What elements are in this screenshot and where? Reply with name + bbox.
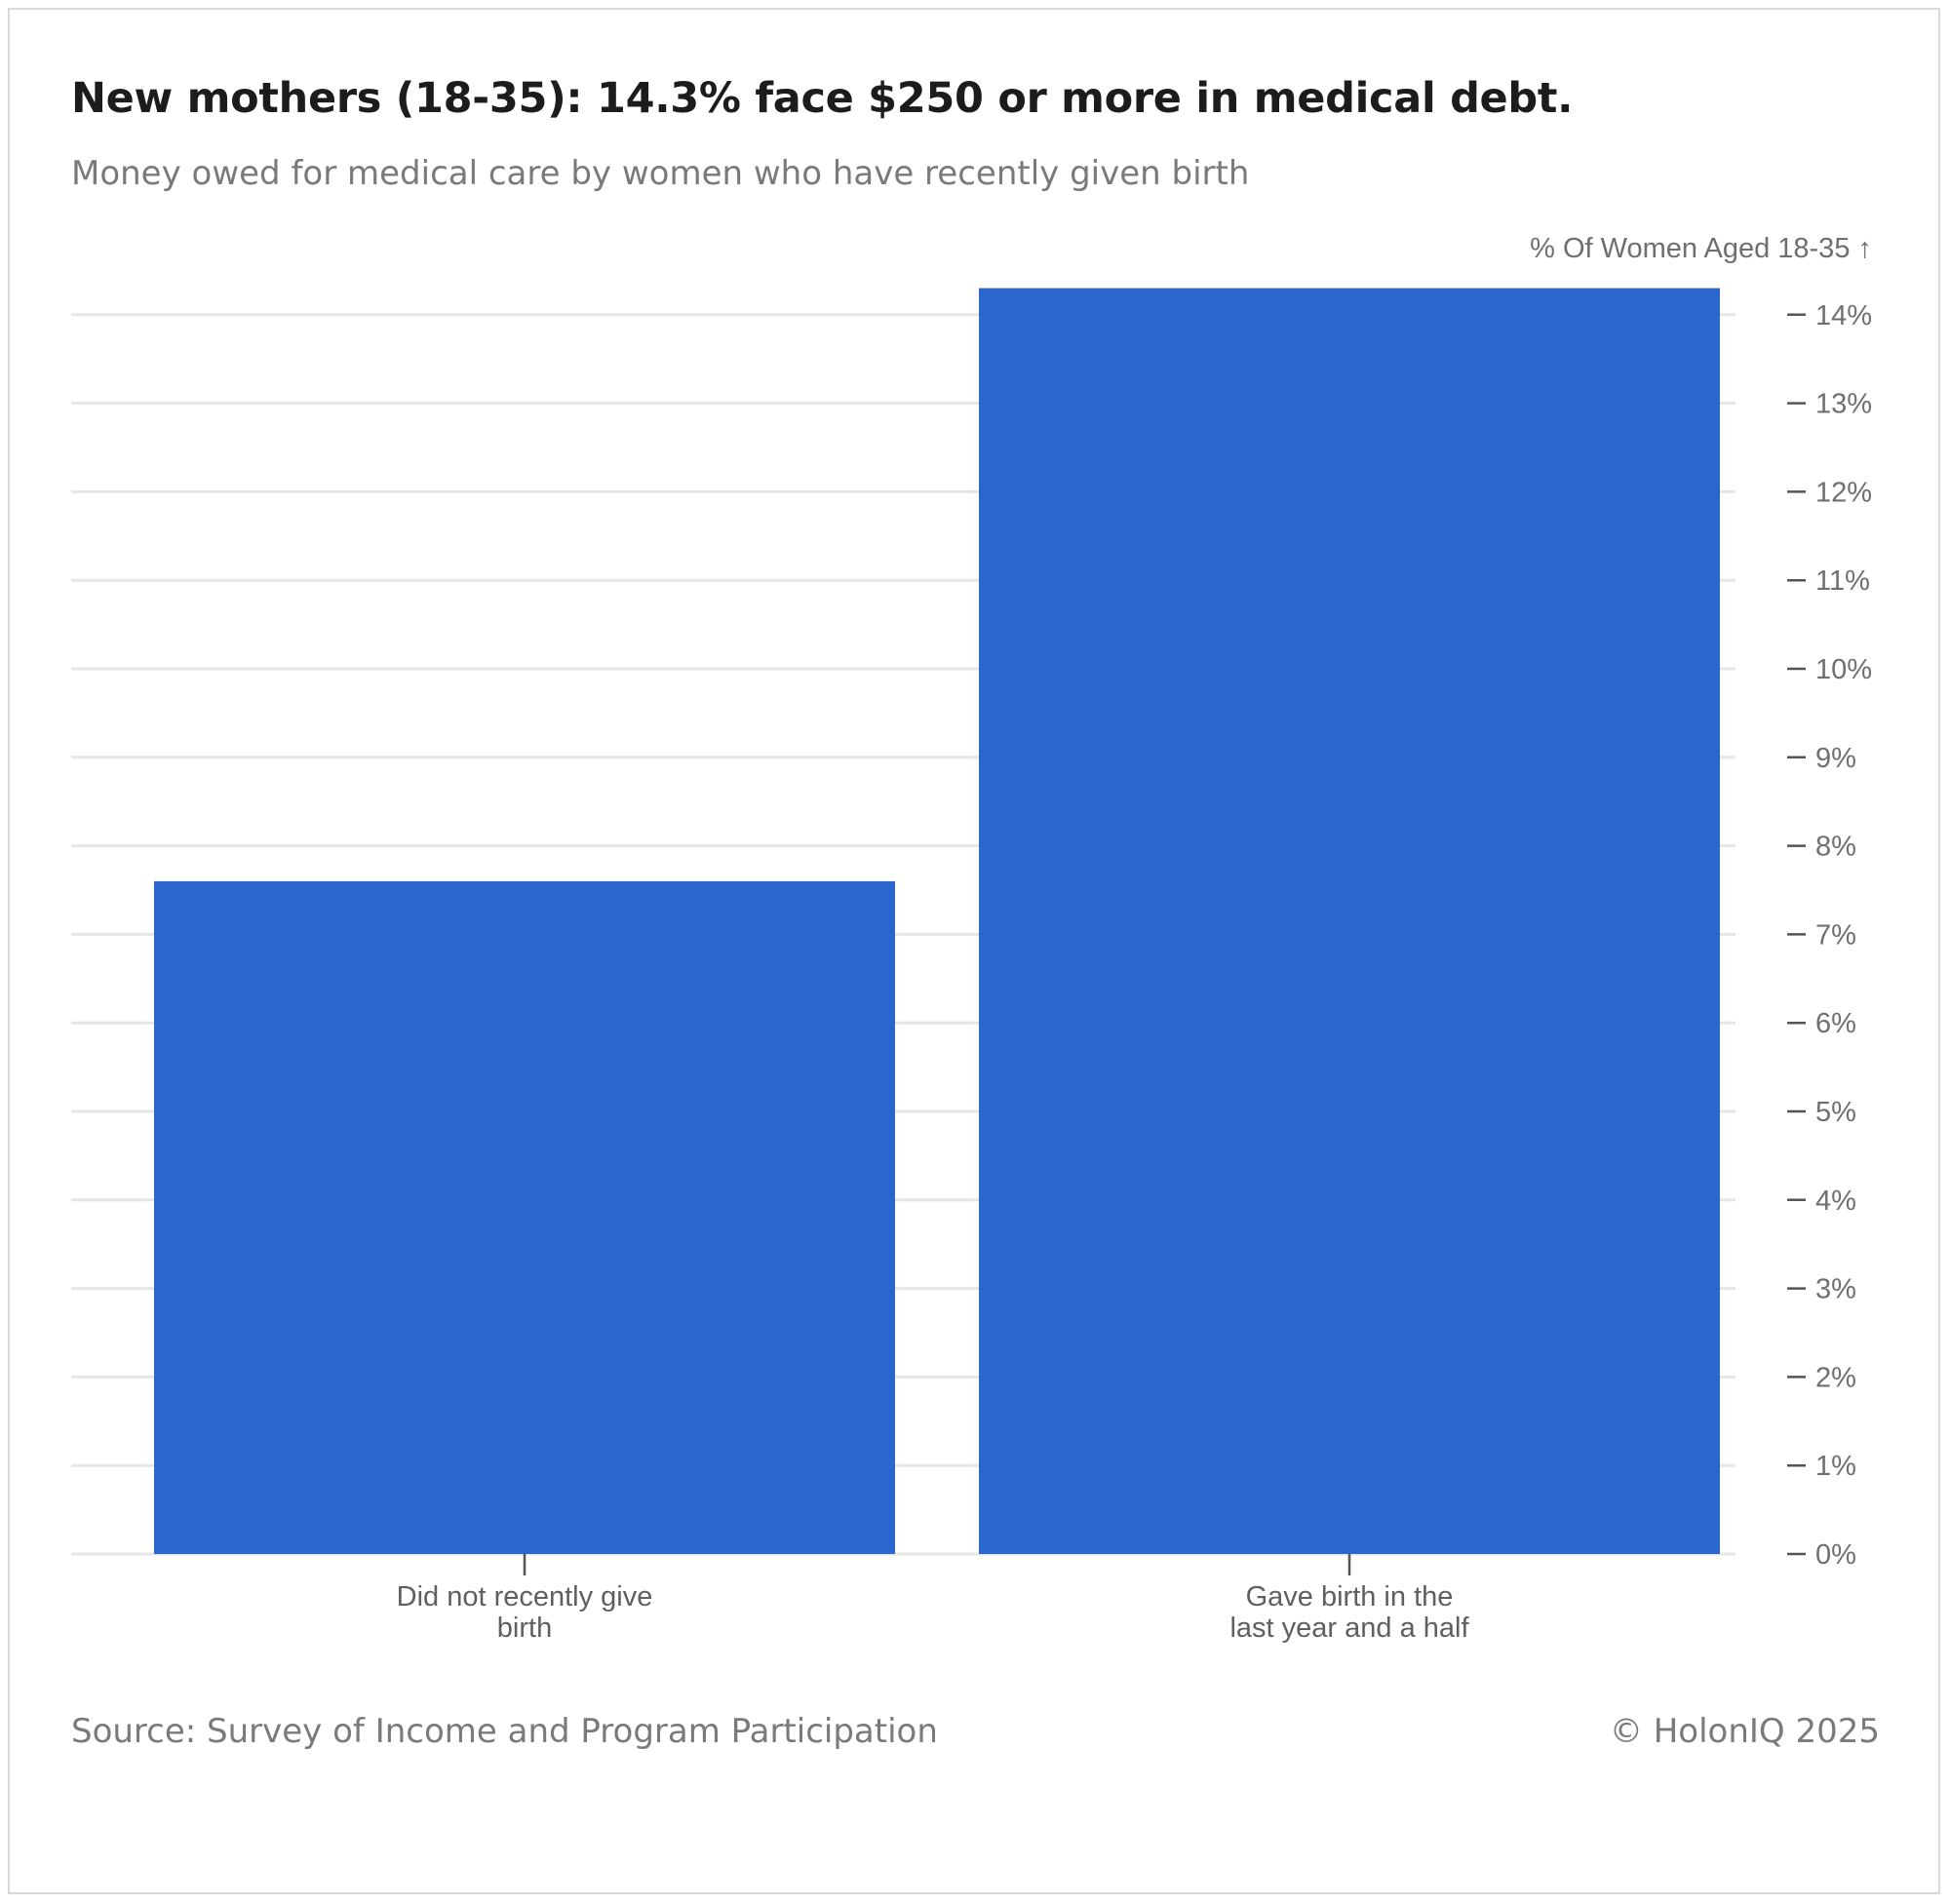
- bar-2: [979, 288, 1720, 1554]
- copyright-credit: © HolonIQ 2025: [1609, 1712, 1880, 1751]
- y-axis: 0% 1% 2% 3% 4% 5% 6% 7% 8% 9% 10% 11% 12% 13% 14%: [1787, 300, 1872, 1571]
- bar-1: [154, 880, 895, 1554]
- x-axis: Did not recently give birth Gave birth in …: [397, 1554, 1469, 1644]
- bars: [154, 288, 1720, 1554]
- x-tick-label-1: Did not recently give birth: [397, 1581, 653, 1644]
- chart-subtitle: Money owed for medical care by women who…: [71, 154, 1250, 193]
- y-tick-label-4: 4%: [1815, 1185, 1856, 1217]
- y-tick-label-8: 8%: [1815, 832, 1856, 863]
- y-tick-label-13: 13%: [1815, 389, 1872, 420]
- y-tick-label-0: 0%: [1815, 1539, 1856, 1571]
- y-tick-label-7: 7%: [1815, 919, 1856, 951]
- x-tick-label-line: last year and a half: [1229, 1613, 1469, 1644]
- y-tick-label-2: 2%: [1815, 1362, 1856, 1393]
- y-tick-label-5: 5%: [1815, 1097, 1856, 1128]
- y-tick-label-9: 9%: [1815, 743, 1856, 774]
- y-tick-label-1: 1%: [1815, 1451, 1856, 1482]
- y-tick-label-3: 3%: [1815, 1274, 1856, 1305]
- x-tick-label-line: Gave birth in the: [1246, 1581, 1454, 1613]
- source-note: Source: Survey of Income and Program Par…: [71, 1712, 938, 1751]
- y-tick-label-12: 12%: [1815, 477, 1872, 508]
- y-tick-label-10: 10%: [1815, 654, 1872, 685]
- y-tick-label-14: 14%: [1815, 300, 1872, 331]
- chart-title: New mothers (18-35): 14.3% face $250 or …: [71, 74, 1574, 123]
- y-tick-label-11: 11%: [1815, 565, 1870, 597]
- y-axis-label: % Of Women Aged 18-35 ↑: [1530, 233, 1872, 264]
- y-tick-label-6: 6%: [1815, 1008, 1856, 1039]
- x-tick-label-2: Gave birth in the last year and a half: [1229, 1581, 1469, 1644]
- x-tick-label-line: Did not recently give: [397, 1581, 653, 1613]
- x-tick-label-line: birth: [497, 1613, 552, 1644]
